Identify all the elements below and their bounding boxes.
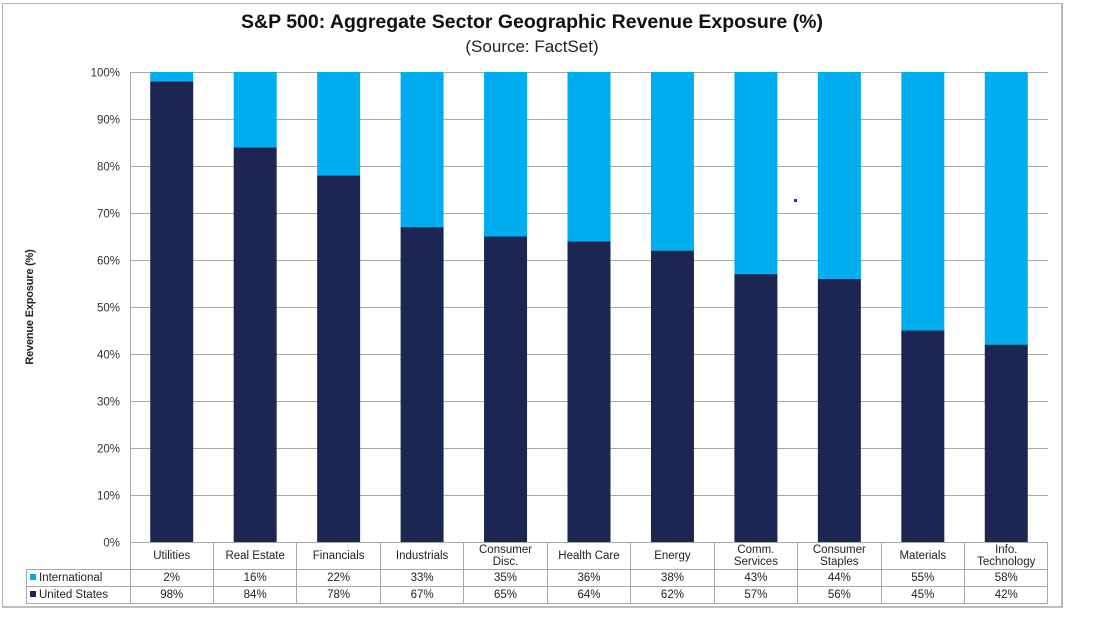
category-label: Industrials — [379, 542, 465, 570]
category-label-line: Financials — [312, 550, 365, 562]
chart-title: S&P 500: Aggregate Sector Geographic Rev… — [241, 11, 823, 33]
stray-dot — [794, 199, 797, 202]
bar-international — [984, 72, 1028, 345]
data-label-united-states: 62% — [630, 586, 715, 604]
data-label-united-states: 65% — [463, 586, 548, 604]
bar-united-states — [817, 278, 861, 542]
y-tick-label: 40% — [97, 350, 120, 362]
category-label: Comm. Services — [713, 542, 799, 570]
legend-entry-united-states: United States — [26, 586, 131, 604]
category-label: Consumer Disc. — [463, 542, 548, 570]
bar-united-states — [233, 147, 277, 542]
chart-subtitle: (Source: FactSet) — [465, 37, 599, 56]
data-label-united-states: 84% — [212, 586, 298, 604]
data-label-united-states: 98% — [129, 586, 214, 604]
bar-united-states — [400, 227, 444, 542]
bar-united-states — [317, 175, 361, 542]
category-label-line: Health Care — [558, 550, 620, 562]
category-label-line: Services — [733, 556, 778, 568]
category-label-line: Energy — [654, 550, 691, 562]
bar-united-states — [484, 236, 528, 542]
category-label: Materials — [880, 542, 966, 570]
data-label-united-states: 45% — [880, 586, 966, 604]
data-label-united-states: 78% — [296, 586, 381, 604]
category-label-line: Comm. — [737, 544, 775, 556]
legend-label: International — [39, 572, 103, 584]
legend-swatch-international — [30, 574, 36, 580]
bar-international — [901, 72, 945, 331]
data-table-row-united-states: United States 98% 84% 78% 67% 65% 64% 62% 57% 56… — [26, 586, 1049, 604]
bar-united-states — [567, 241, 611, 542]
category-label: Utilities — [129, 542, 214, 570]
bar-international — [567, 72, 611, 242]
y-tick-label: 30% — [97, 397, 120, 409]
data-label-united-states: 67% — [379, 586, 465, 604]
legend-swatch-united-states — [30, 591, 36, 597]
bar-international — [233, 72, 277, 148]
bar-united-states — [901, 330, 945, 542]
data-label-international: 2% — [129, 569, 214, 587]
category-label-line: Real Estate — [225, 550, 285, 562]
bar-international — [150, 72, 194, 82]
category-label: Health Care — [546, 542, 632, 570]
y-tick-label: 80% — [97, 162, 120, 174]
category-label-line: Industrials — [395, 550, 449, 562]
bar-international — [400, 72, 444, 228]
category-label-line: Technology — [977, 556, 1036, 568]
y-axis-ticks: 0%10%20%30%40%50%60%70%80%90%100% — [91, 68, 120, 550]
category-label-line: Consumer — [479, 544, 533, 556]
bar-united-states — [984, 344, 1028, 542]
category-label: Info. Technology — [964, 542, 1049, 570]
data-table-row-international: International 2% 16% 22% 33% 35% 36% 38% 43% 44%… — [26, 569, 1049, 587]
data-table-corner — [26, 542, 131, 570]
bar-united-states — [650, 250, 694, 542]
category-label: Consumer Staples — [797, 542, 882, 570]
y-tick-label: 50% — [97, 303, 120, 315]
y-tick-label: 100% — [91, 68, 120, 80]
data-label-international: 44% — [797, 569, 882, 587]
chart-frame — [2, 3, 1063, 608]
category-label-line: Utilities — [153, 550, 191, 562]
bar-international — [317, 72, 361, 176]
y-tick-label: 10% — [97, 491, 120, 503]
data-label-united-states: 64% — [546, 586, 632, 604]
legend-label: United States — [39, 589, 109, 601]
data-table: Utilities Real Estate Financials Industrial… — [26, 542, 1049, 604]
category-label-line: Consumer — [812, 544, 866, 556]
data-label-international: 55% — [880, 569, 966, 587]
data-label-international: 33% — [379, 569, 465, 587]
data-label-international: 16% — [212, 569, 298, 587]
bar-united-states — [150, 81, 194, 543]
bar-international — [650, 72, 694, 251]
bar-international — [484, 72, 528, 237]
bar-united-states — [734, 274, 778, 542]
legend-entry-international: International — [26, 569, 131, 587]
data-label-international: 38% — [630, 569, 715, 587]
bars — [150, 72, 1028, 543]
data-label-international: 43% — [713, 569, 799, 587]
data-label-international: 36% — [546, 569, 632, 587]
category-label: Financials — [296, 542, 381, 570]
bar-international — [817, 72, 861, 279]
y-tick-label: 60% — [97, 256, 120, 268]
category-label: Real Estate — [212, 542, 298, 570]
y-tick-label: 20% — [97, 444, 120, 456]
category-label: Energy — [630, 542, 715, 570]
category-label-line: Disc. — [492, 556, 519, 568]
data-label-united-states: 56% — [797, 586, 882, 604]
y-tick-label: 70% — [97, 209, 120, 221]
data-label-united-states: 42% — [964, 586, 1049, 604]
bar-international — [734, 72, 778, 275]
category-label-line: Materials — [899, 550, 947, 562]
category-label-line: Staples — [820, 556, 859, 568]
category-label-line: Info. — [995, 544, 1018, 556]
data-table-category-row: Utilities Real Estate Financials Industrial… — [26, 542, 1049, 570]
y-tick-label: 90% — [97, 115, 120, 127]
data-label-united-states: 57% — [713, 586, 799, 604]
data-label-international: 58% — [964, 569, 1049, 587]
data-label-international: 35% — [463, 569, 548, 587]
data-label-international: 22% — [296, 569, 381, 587]
